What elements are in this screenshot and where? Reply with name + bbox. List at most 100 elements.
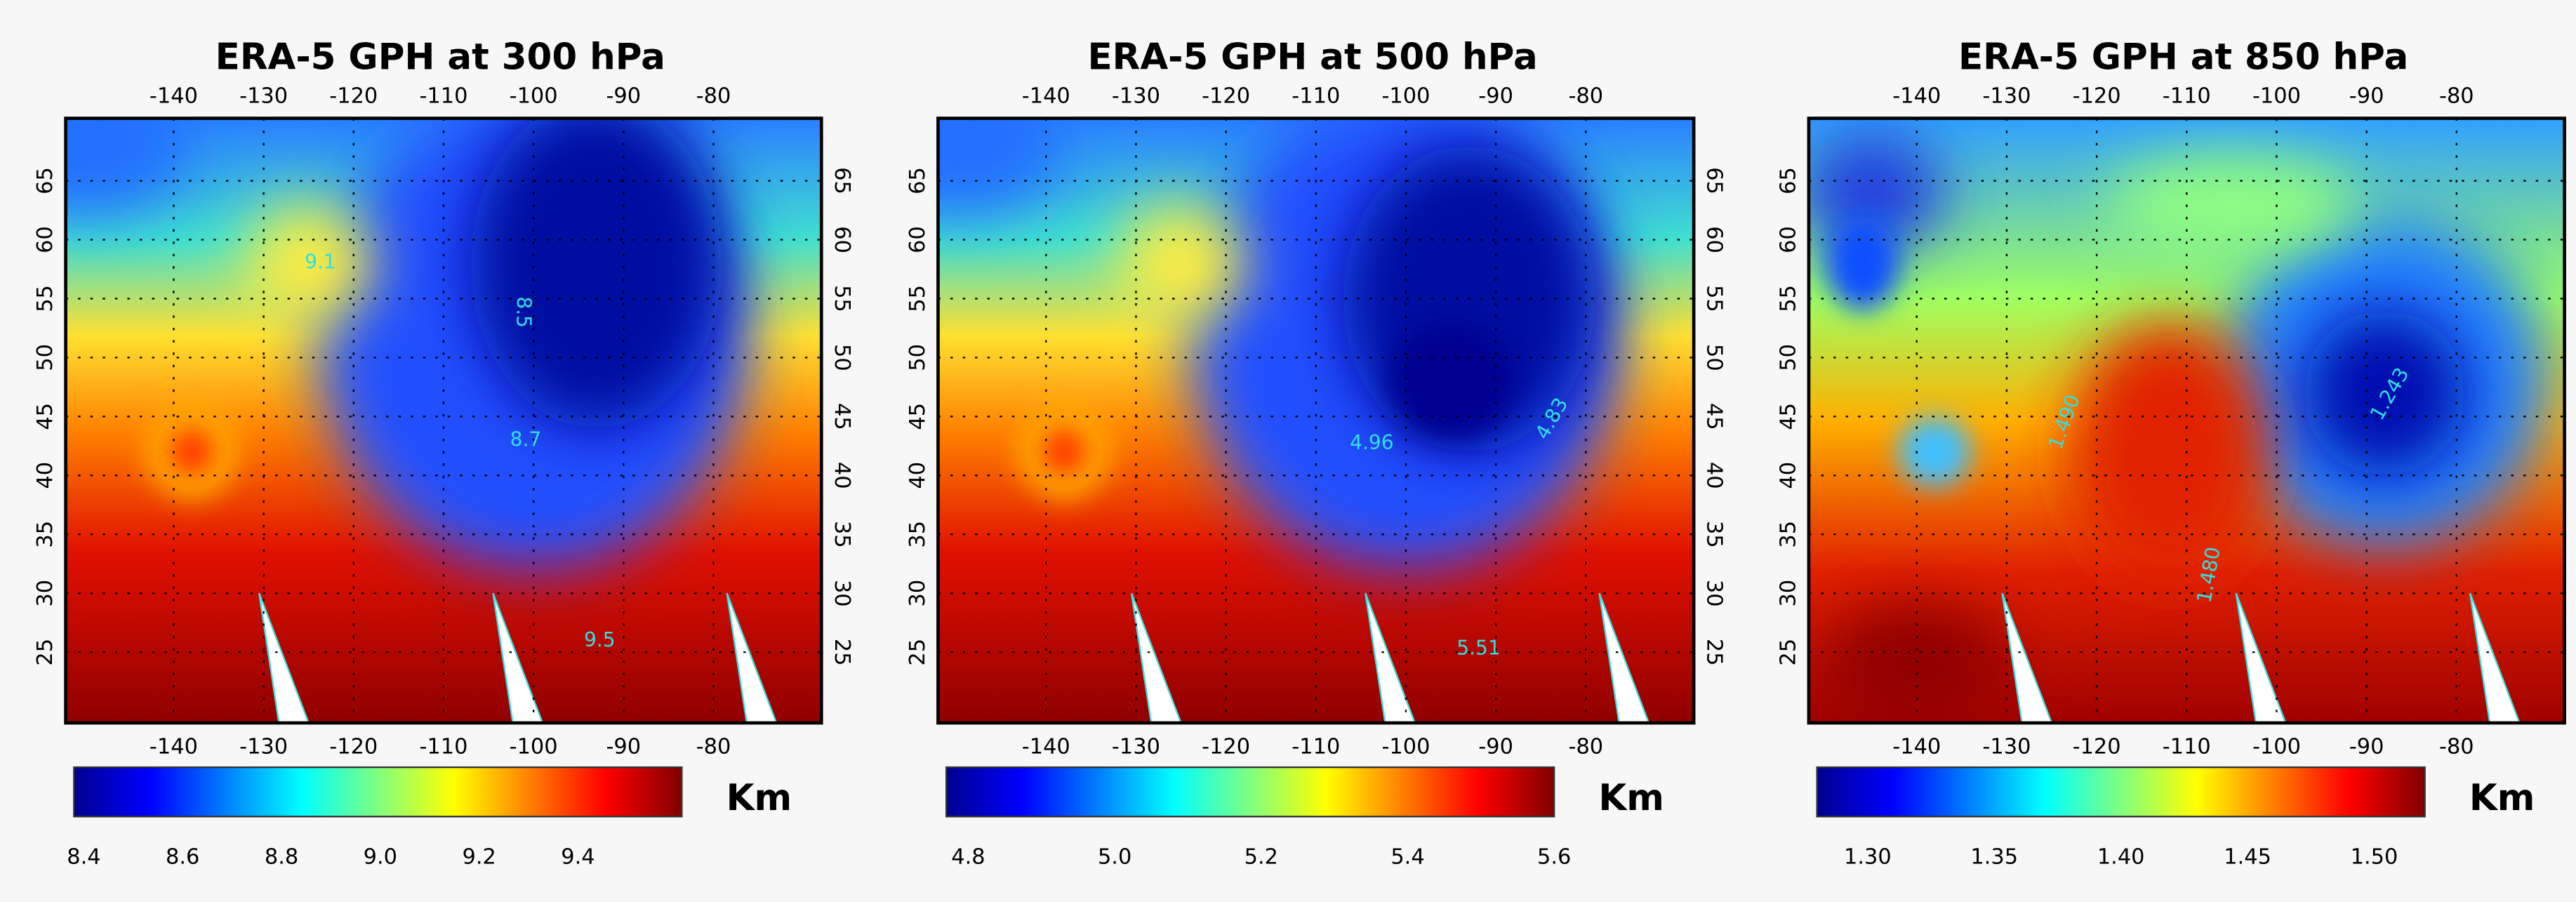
y-tick-label: 50 xyxy=(33,344,58,371)
y-tick-label: 35 xyxy=(830,521,854,548)
contour-label: 8.7 xyxy=(510,427,542,451)
colorbar-tick-label: 4.8 xyxy=(951,844,985,869)
y-tick-label: 65 xyxy=(2572,167,2576,194)
x-tick-label: -90 xyxy=(606,84,641,109)
y-tick-label: 60 xyxy=(1702,226,1727,253)
colorbar xyxy=(1816,766,2426,818)
y-tick-label: 45 xyxy=(830,403,854,430)
x-tick-label: -110 xyxy=(1292,734,1340,759)
colorbar xyxy=(945,766,1555,818)
y-tick-label: 35 xyxy=(33,521,58,548)
field-region xyxy=(169,428,215,476)
y-tick-label: 65 xyxy=(1702,167,1727,194)
plot-frame xyxy=(1807,117,2566,725)
y-tick-label: 25 xyxy=(33,639,58,666)
x-tick-label: -140 xyxy=(1022,734,1070,759)
y-tick-label: 65 xyxy=(905,167,930,194)
x-tick-label: -140 xyxy=(150,84,198,109)
x-tick-label: -100 xyxy=(2252,734,2301,759)
y-tick-label: 45 xyxy=(1776,403,1800,430)
x-tick-label: -90 xyxy=(1478,734,1513,759)
y-tick-label: 60 xyxy=(1776,226,1800,253)
x-tick-label: -100 xyxy=(1381,734,1430,759)
plot-frame xyxy=(64,117,823,725)
colorbar-tick-label: 9.4 xyxy=(561,844,595,869)
x-tick-label: -110 xyxy=(2163,84,2211,109)
field xyxy=(938,118,1694,723)
y-tick-label: 55 xyxy=(830,285,854,312)
y-tick-label: 25 xyxy=(1776,639,1800,666)
panel-title: ERA-5 GPH at 850 hPa xyxy=(1958,36,2408,78)
y-tick-label: 25 xyxy=(830,639,854,666)
x-tick-label: -140 xyxy=(150,734,198,759)
y-tick-label: 35 xyxy=(2572,521,2576,548)
colorbar-tick-label: 5.4 xyxy=(1390,844,1424,869)
y-tick-label: 50 xyxy=(830,344,854,371)
field-region xyxy=(1388,322,1514,440)
y-tick-label: 30 xyxy=(2572,580,2576,607)
field-region xyxy=(1808,133,1944,252)
x-tick-label: -130 xyxy=(239,84,288,109)
panel-title: ERA-5 GPH at 500 hPa xyxy=(1088,36,1538,78)
colorbar-tick-label: 1.40 xyxy=(2097,844,2145,869)
x-tick-label: -90 xyxy=(2349,734,2384,759)
field-region xyxy=(65,118,192,216)
y-tick-label: 25 xyxy=(2572,639,2576,666)
x-tick-label: -130 xyxy=(239,734,288,759)
y-tick-label: 40 xyxy=(33,462,58,489)
x-tick-label: -90 xyxy=(1478,84,1513,109)
y-tick-label: 25 xyxy=(1702,639,1727,666)
x-tick-label: -100 xyxy=(2252,84,2301,109)
x-tick-label: -120 xyxy=(2073,84,2121,109)
x-tick-label: -130 xyxy=(1982,84,2031,109)
colorbar-unit: Km xyxy=(1598,777,1664,819)
field-region xyxy=(1826,604,2007,723)
y-tick-label: 30 xyxy=(33,580,58,607)
y-tick-label: 45 xyxy=(33,403,58,430)
field-region xyxy=(938,118,1064,216)
field xyxy=(65,118,822,723)
y-tick-label: 45 xyxy=(2572,403,2576,430)
y-tick-label: 55 xyxy=(1702,285,1727,312)
field-region xyxy=(2303,310,2466,476)
y-tick-label: 50 xyxy=(905,344,930,371)
y-tick-label: 40 xyxy=(2572,462,2576,489)
y-tick-label: 60 xyxy=(2572,226,2576,253)
y-tick-label: 55 xyxy=(33,285,58,312)
y-tick-label: 65 xyxy=(830,167,854,194)
y-tick-label: 30 xyxy=(905,580,930,607)
colorbar-unit: Km xyxy=(2469,777,2535,819)
contour-label: 8.5 xyxy=(512,296,535,328)
colorbar-tick-label: 5.2 xyxy=(1244,844,1278,869)
panel: ERA-5 GPH at 500 hPa -140 -140 -130 -130 -120… xyxy=(905,36,1727,869)
x-tick-label: -120 xyxy=(1202,734,1250,759)
y-tick-label: 50 xyxy=(1776,344,1800,371)
y-tick-label: 30 xyxy=(1702,580,1727,607)
y-tick-label: 55 xyxy=(905,285,930,312)
x-tick-label: -110 xyxy=(419,84,467,109)
x-tick-label: -130 xyxy=(1112,84,1160,109)
missing-data xyxy=(2469,592,2521,723)
contour-label: 5.51 xyxy=(1456,637,1501,660)
y-tick-label: 65 xyxy=(1776,167,1800,194)
y-tick-label: 60 xyxy=(33,226,58,253)
contour-label: 9.1 xyxy=(305,251,336,274)
x-tick-label: -130 xyxy=(1112,734,1160,759)
y-tick-label: 30 xyxy=(1776,580,1800,607)
x-tick-label: -120 xyxy=(2073,734,2121,759)
contour-label: 4.96 xyxy=(1350,431,1394,454)
x-tick-label: -140 xyxy=(1022,84,1070,109)
y-tick-label: 40 xyxy=(830,462,854,489)
x-tick-label: -110 xyxy=(1292,84,1340,109)
colorbar-tick-label: 5.0 xyxy=(1098,844,1131,869)
missing-data xyxy=(1130,592,1182,723)
missing-data xyxy=(258,592,310,723)
y-tick-label: 40 xyxy=(1776,462,1800,489)
y-tick-label: 25 xyxy=(905,639,930,666)
x-tick-label: -80 xyxy=(2439,84,2474,109)
x-tick-label: -80 xyxy=(2439,734,2474,759)
missing-data xyxy=(726,592,778,723)
missing-data xyxy=(1598,592,1650,723)
colorbar-tick-label: 5.6 xyxy=(1537,844,1571,869)
colorbar-tick-label: 1.30 xyxy=(1844,844,1892,869)
